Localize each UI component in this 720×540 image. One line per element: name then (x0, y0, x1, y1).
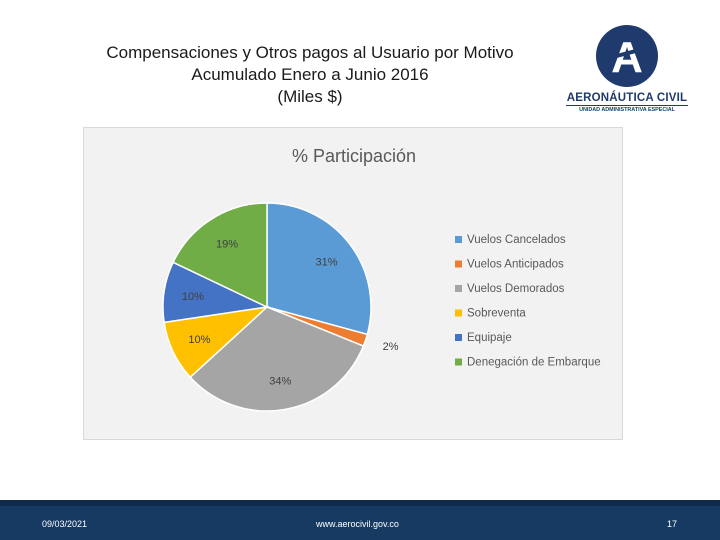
chart-title: % Participación (292, 146, 416, 166)
pie-data-label: 10% (188, 334, 210, 346)
pie-data-label: 31% (316, 257, 338, 269)
pie-chart-frame: % Participación 31% 2% 34% 10% 10% 19% Vuelos… (83, 127, 623, 440)
logo-subtitle: UNIDAD ADMINISTRATIVA ESPECIAL (579, 107, 675, 113)
pie-data-label: 10% (182, 291, 204, 303)
footer-band (0, 500, 720, 506)
pie-data-labels: 31% 2% 34% 10% 10% 19% (182, 239, 399, 388)
footer-page-number: 17 (667, 519, 678, 529)
chart-legend: Vuelos Cancelados Vuelos Anticipados Vuelo… (455, 234, 601, 369)
legend-swatch (455, 334, 462, 341)
pie-data-label: 2% (383, 341, 399, 353)
legend-label: Equipaje (467, 332, 512, 344)
slide-title: Compensaciones y Otros pagos al Usuario … (40, 42, 580, 108)
legend-swatch (455, 236, 462, 243)
legend-swatch (455, 358, 462, 366)
legend-swatch (455, 260, 462, 268)
legend-label: Vuelos Demorados (467, 283, 565, 295)
legend-swatch (455, 309, 462, 317)
footer-url[interactable]: www.aerocivil.gov.co (316, 519, 399, 529)
pie-data-label: 34% (269, 376, 291, 388)
footer-bar: 09/03/2021 www.aerocivil.gov.co 17 (0, 500, 720, 540)
aerocivil-logo-icon: A (596, 25, 658, 87)
pie-data-label: 19% (216, 239, 238, 251)
footer-date: 09/03/2021 (42, 519, 88, 529)
logo-divider (566, 105, 688, 106)
pie-chart: % Participación 31% 2% 34% 10% 10% 19% Vuelos… (162, 146, 601, 412)
legend-label: Vuelos Anticipados (467, 259, 564, 271)
legend-label: Sobreventa (467, 308, 526, 320)
slide-title-line-1: Compensaciones y Otros pagos al Usuario … (106, 43, 514, 62)
pie-slice (172, 202, 268, 309)
logo-name: AERONÁUTICA CIVIL (566, 92, 688, 104)
slide-title-line-3: (Miles $) (277, 87, 343, 106)
legend-label: Vuelos Cancelados (467, 234, 566, 246)
aerocivil-logo: A AERONÁUTICA CIVIL UNIDAD ADMINISTRATIV… (562, 24, 692, 119)
pie-slices (162, 202, 372, 412)
pie-slice (266, 202, 372, 336)
pie-slice (189, 306, 365, 412)
legend-label: Denegación de Embarque (467, 357, 601, 369)
slide-title-line-2: Acumulado Enero a Junio 2016 (191, 65, 429, 84)
legend-swatch (455, 285, 462, 292)
